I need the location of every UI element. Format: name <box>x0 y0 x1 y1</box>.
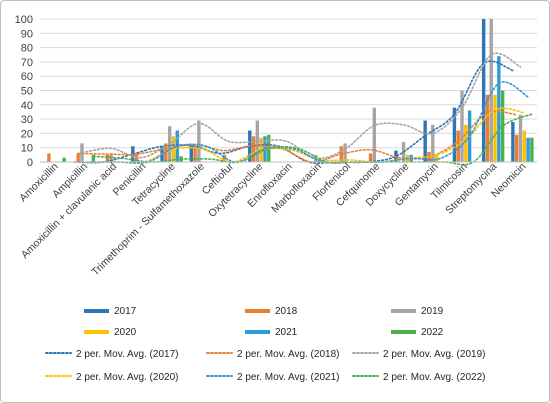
legend-trend-label: 2 per. Mov. Avg. (2020) <box>76 372 178 383</box>
bar-2022 <box>91 154 96 162</box>
legend-swatch <box>84 309 109 313</box>
legend-label: 2020 <box>114 327 137 338</box>
bar-2019 <box>197 120 201 162</box>
y-tick-label: 0 <box>27 157 33 169</box>
legend-trend-label: 2 per. Mov. Avg. (2017) <box>76 349 178 360</box>
moving-average-lines <box>73 52 533 166</box>
bar-2018 <box>456 130 460 162</box>
y-tick-label: 60 <box>21 71 33 83</box>
y-tick-label: 70 <box>21 57 33 69</box>
legend-swatch <box>391 309 416 313</box>
bar-2018 <box>485 94 490 162</box>
legend-swatch <box>84 330 109 334</box>
bar-2017 <box>189 144 193 162</box>
moving-average-line <box>77 110 518 163</box>
bar-2017 <box>452 107 457 162</box>
bar-2019 <box>431 124 435 162</box>
moving-average-line <box>81 52 522 160</box>
bar-2017 <box>511 121 515 162</box>
legend-label: 2019 <box>421 306 444 317</box>
y-tick-label: 40 <box>21 100 33 112</box>
legend-swatch <box>245 309 270 313</box>
bar-2020 <box>464 124 468 162</box>
moving-average-line <box>92 113 533 166</box>
bar-2019 <box>460 90 464 162</box>
y-tick-label: 50 <box>21 86 33 98</box>
y-tick-label: 10 <box>21 143 33 155</box>
y-tick-label: 20 <box>21 128 33 140</box>
bar-2018 <box>47 153 51 162</box>
y-tick-label: 90 <box>21 28 33 40</box>
legend: 2017 2018 2019 2020 2021 2022 2 per. Mov. Avg.… <box>45 306 485 383</box>
bar-2021 <box>526 137 530 162</box>
legend-trend-label: 2 per. Mov. Avg. (2021) <box>237 372 339 383</box>
bar-2018 <box>222 154 227 162</box>
y-tick-label: 100 <box>15 14 33 26</box>
bar-2018 <box>76 153 80 162</box>
bar-2019 <box>518 114 523 162</box>
legend-label: 2017 <box>114 306 137 317</box>
bar-2020 <box>493 94 497 162</box>
moving-average-line <box>73 60 514 164</box>
y-tick-label: 80 <box>21 43 33 55</box>
bar-2018 <box>193 146 197 162</box>
legend-trend-label: 2 per. Mov. Avg. (2018) <box>237 349 339 360</box>
legend-trend-label: 2 per. Mov. Avg. (2019) <box>383 349 485 360</box>
bar-2020 <box>522 130 526 162</box>
moving-average-line <box>88 81 529 164</box>
bar-2019 <box>489 19 493 162</box>
bar-2017 <box>481 19 486 162</box>
bar-2020 <box>434 154 439 162</box>
bar-2022 <box>530 137 534 162</box>
bar-2018 <box>251 136 256 162</box>
legend-trend-label: 2 per. Mov. Avg. (2022) <box>383 372 485 383</box>
y-tick-label: 30 <box>21 114 33 126</box>
bar-2019 <box>372 107 377 162</box>
legend-label: 2022 <box>421 327 444 338</box>
legend-label: 2021 <box>275 327 298 338</box>
bar-2018 <box>514 134 519 162</box>
legend-swatch <box>391 330 416 334</box>
bar-2017 <box>423 120 427 162</box>
bar-2018 <box>105 154 110 162</box>
bar-2018 <box>368 153 373 162</box>
moving-average-line <box>85 107 526 164</box>
legend-label: 2018 <box>275 306 298 317</box>
legend-swatch <box>245 330 270 334</box>
bar-2022 <box>62 157 66 162</box>
x-category-label: Amoxicillin <box>17 161 61 205</box>
y-axis-ticks: 0 10 20 30 40 50 60 70 80 90 100 <box>15 14 33 169</box>
